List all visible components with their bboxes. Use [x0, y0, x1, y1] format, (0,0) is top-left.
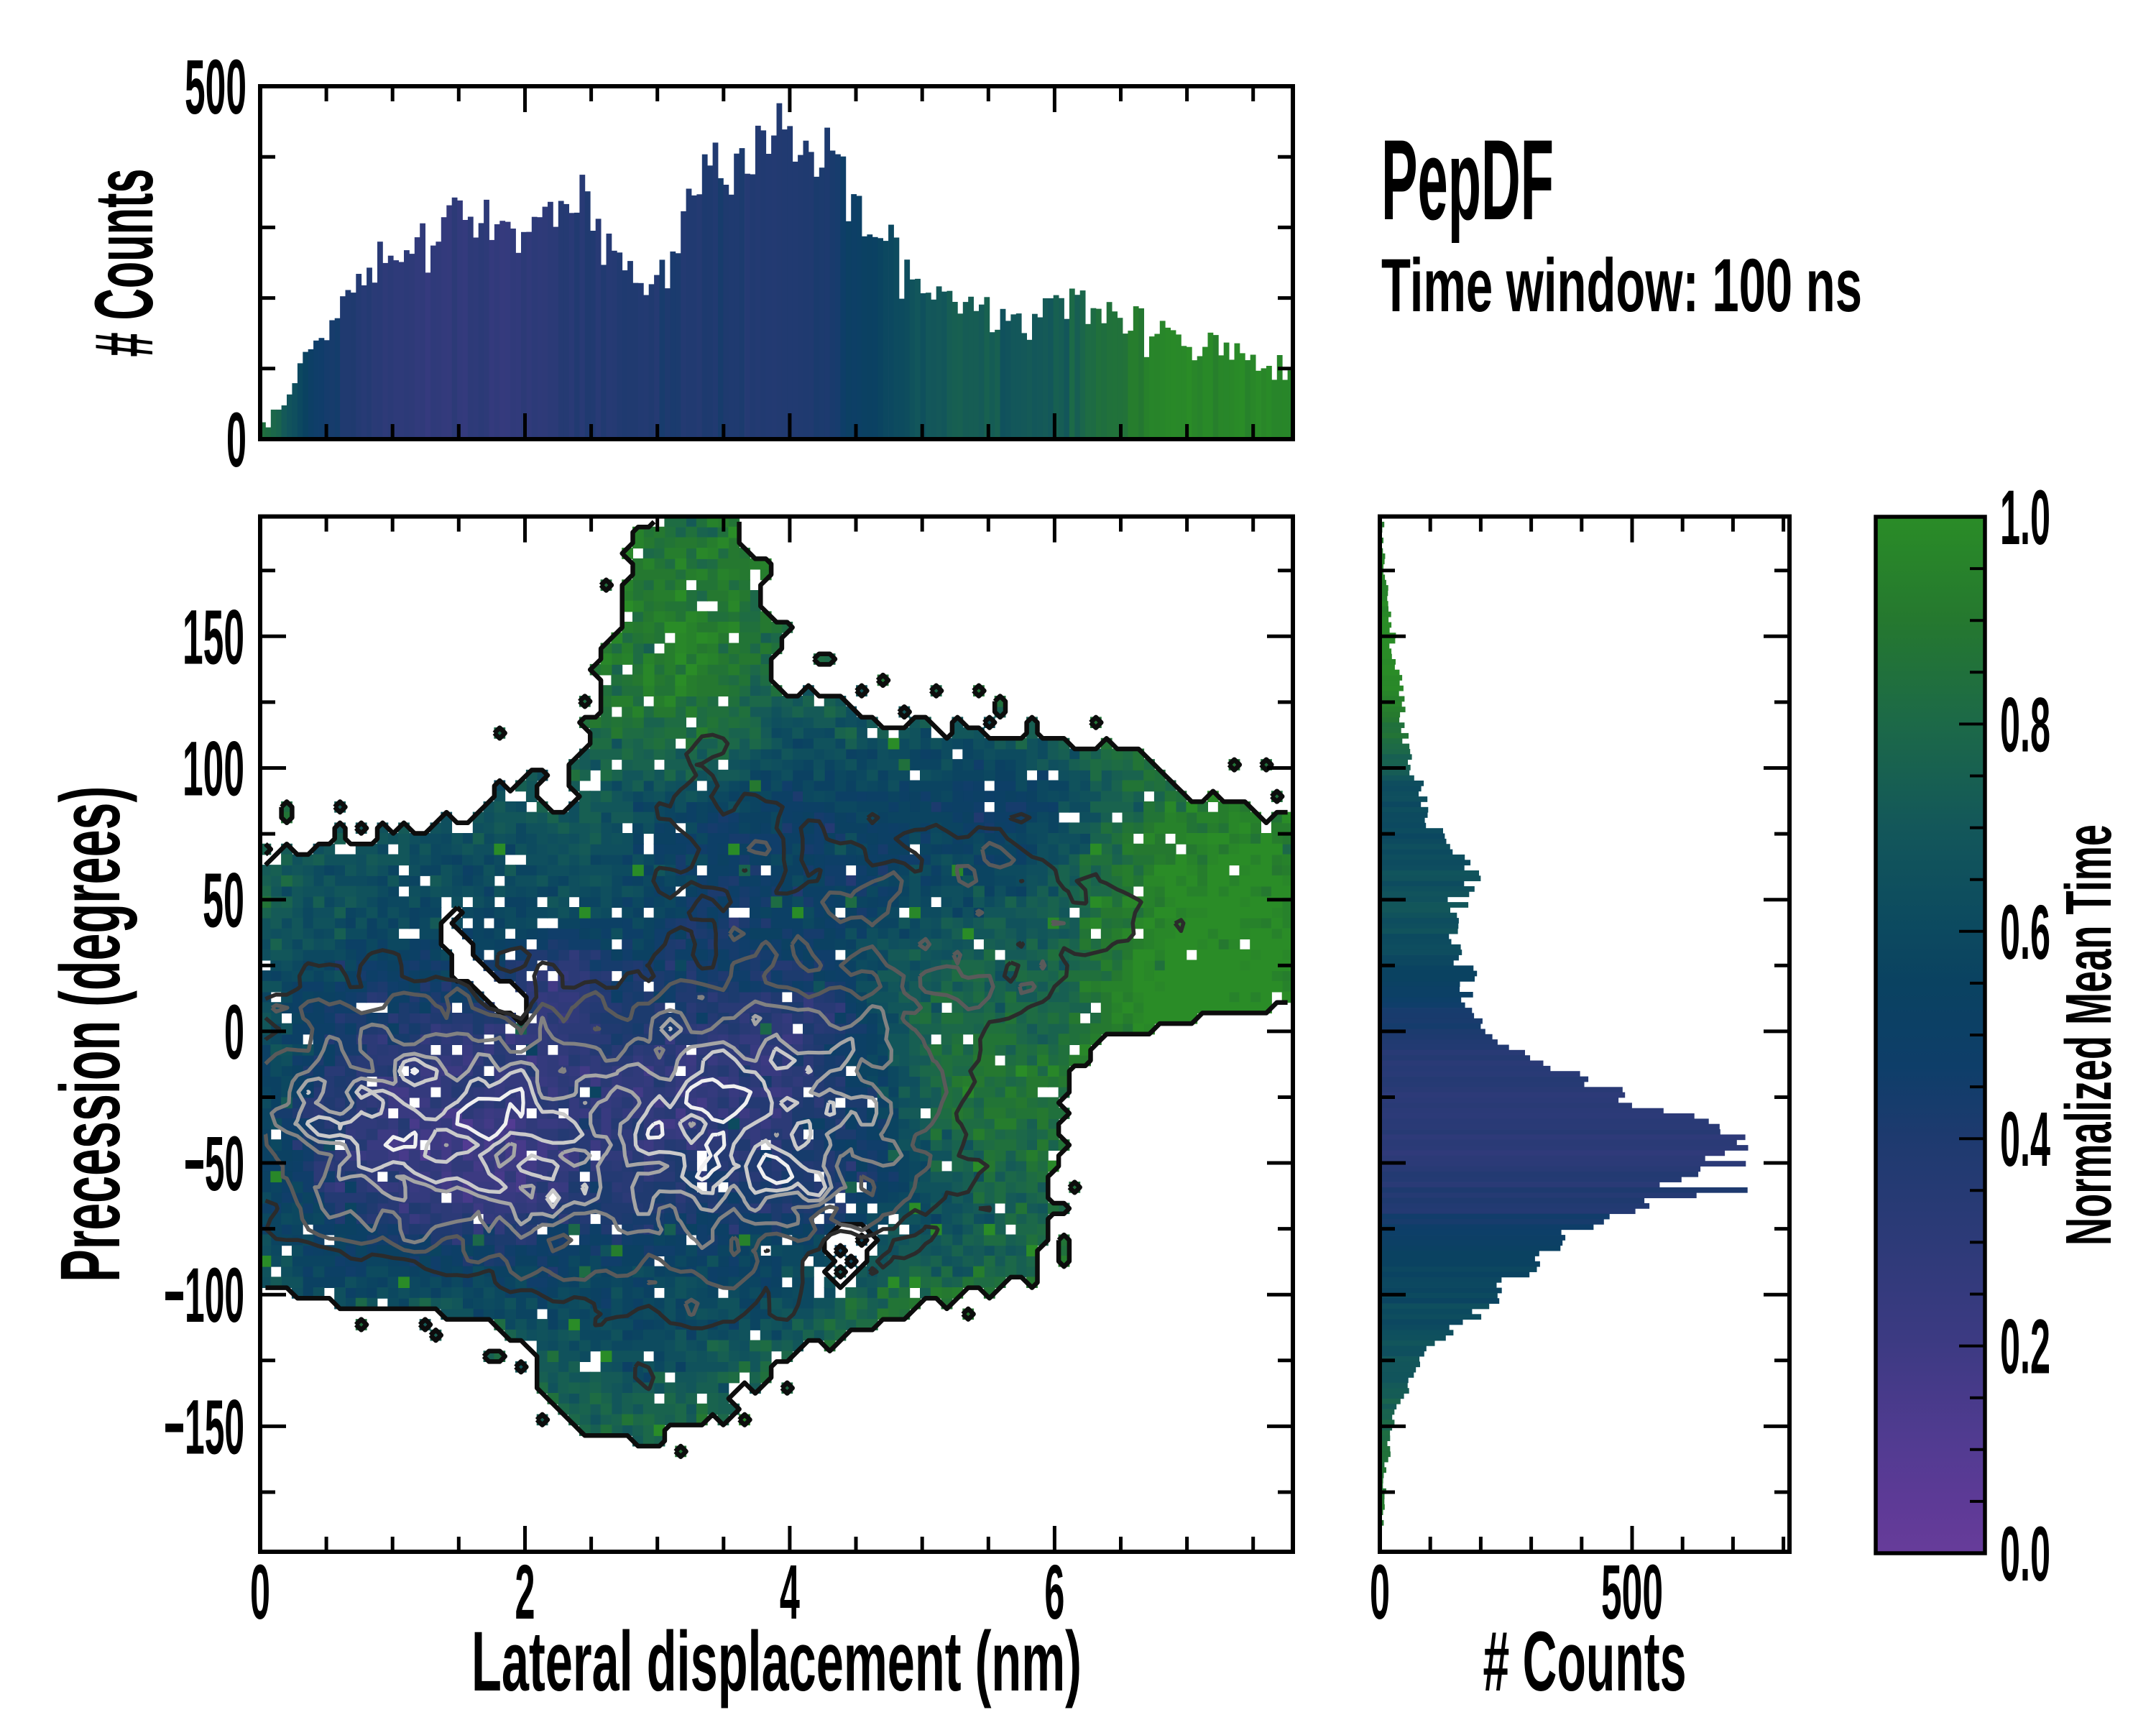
svg-text:1.0: 1.0 — [2000, 474, 2050, 561]
svg-text:500: 500 — [185, 43, 247, 130]
svg-text:50: 50 — [203, 857, 244, 944]
svg-text:Lateral displacement (nm): Lateral displacement (nm) — [471, 1614, 1082, 1709]
svg-text:6: 6 — [1044, 1548, 1064, 1635]
svg-text:4: 4 — [780, 1548, 800, 1635]
svg-text:PepDF: PepDF — [1381, 116, 1554, 244]
svg-text:2: 2 — [515, 1548, 535, 1635]
svg-text:0.8: 0.8 — [2000, 681, 2050, 768]
svg-text:0.0: 0.0 — [2000, 1510, 2050, 1597]
svg-text:# Counts: # Counts — [78, 169, 170, 357]
svg-text:0.6: 0.6 — [2000, 888, 2050, 975]
svg-text:0.4: 0.4 — [2000, 1095, 2050, 1182]
svg-text:Precession (degrees): Precession (degrees) — [43, 786, 138, 1282]
svg-text:0: 0 — [250, 1548, 270, 1635]
svg-text:Normalized Mean Time: Normalized Mean Time — [2053, 824, 2125, 1246]
svg-text:500: 500 — [1601, 1548, 1663, 1635]
svg-text:100: 100 — [183, 725, 244, 812]
svg-text:150: 150 — [183, 593, 244, 680]
svg-text:# Counts: # Counts — [1483, 1614, 1687, 1709]
svg-text:−100: −100 — [164, 1251, 244, 1338]
svg-text:0.2: 0.2 — [2000, 1303, 2050, 1390]
svg-text:0: 0 — [1370, 1548, 1390, 1635]
svg-text:0: 0 — [224, 988, 244, 1075]
svg-text:0: 0 — [226, 396, 247, 483]
svg-text:Time window: 100 ns: Time window: 100 ns — [1381, 244, 1862, 328]
svg-text:−50: −50 — [184, 1120, 244, 1207]
svg-text:−150: −150 — [164, 1383, 244, 1470]
